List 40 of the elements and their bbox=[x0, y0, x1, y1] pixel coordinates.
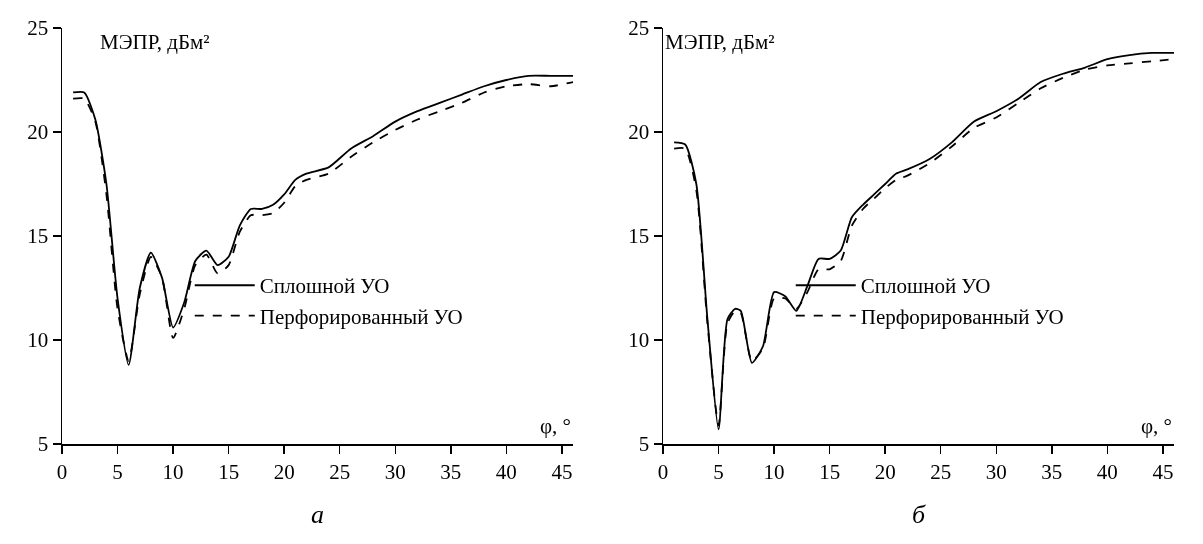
x-tick-label: 40 bbox=[1096, 459, 1118, 484]
x-tick-label: 10 bbox=[763, 459, 785, 484]
legend-label: Перфорированный УО bbox=[259, 304, 463, 329]
x-tick-label: 25 bbox=[930, 459, 952, 484]
y-tick-label: 10 bbox=[27, 328, 49, 353]
y-tick-label: 25 bbox=[628, 16, 650, 41]
y-tick-label: 20 bbox=[27, 120, 49, 145]
y-axis-title: МЭПР, дБм² bbox=[665, 30, 775, 54]
x-tick-label: 5 bbox=[713, 459, 724, 484]
text: б bbox=[912, 500, 926, 529]
x-tick-label: 15 bbox=[819, 459, 841, 484]
x-tick-label: 20 bbox=[273, 459, 295, 484]
y-tick-label: 20 bbox=[628, 120, 650, 145]
legend-label: Сплошной УО bbox=[259, 274, 390, 299]
x-tick-label: 10 bbox=[162, 459, 184, 484]
text: а bbox=[311, 500, 324, 529]
y-tick-label: 5 bbox=[37, 432, 49, 457]
x-tick-label: 20 bbox=[874, 459, 896, 484]
x-tick-label: 40 bbox=[495, 459, 517, 484]
x-tick-label: 35 bbox=[1041, 459, 1063, 484]
legend-label: Перфорированный УО bbox=[860, 304, 1064, 329]
y-tick-label: 15 bbox=[27, 224, 49, 249]
x-tick-label: 0 bbox=[657, 459, 669, 484]
legend-label: Сплошной УО bbox=[860, 274, 991, 299]
x-tick-label: 5 bbox=[112, 459, 123, 484]
x-tick-label: 30 bbox=[985, 459, 1007, 484]
x-tick-label: 45 bbox=[1152, 459, 1174, 484]
x-tick-label: 45 bbox=[551, 459, 573, 484]
x-tick-label: 35 bbox=[440, 459, 462, 484]
x-tick-label: 30 bbox=[384, 459, 406, 484]
x-axis-title: φ, ° bbox=[1141, 414, 1173, 438]
y-tick-label: 15 bbox=[628, 224, 650, 249]
y-tick-label: 5 bbox=[638, 432, 650, 457]
x-tick-label: 15 bbox=[218, 459, 240, 484]
y-tick-label: 10 bbox=[628, 328, 650, 353]
x-tick-label: 25 bbox=[329, 459, 351, 484]
x-tick-label: 0 bbox=[56, 459, 68, 484]
y-axis-title: МЭПР, дБм² bbox=[100, 30, 210, 54]
x-axis-title: φ, ° bbox=[540, 414, 572, 438]
y-tick-label: 25 bbox=[27, 16, 49, 41]
